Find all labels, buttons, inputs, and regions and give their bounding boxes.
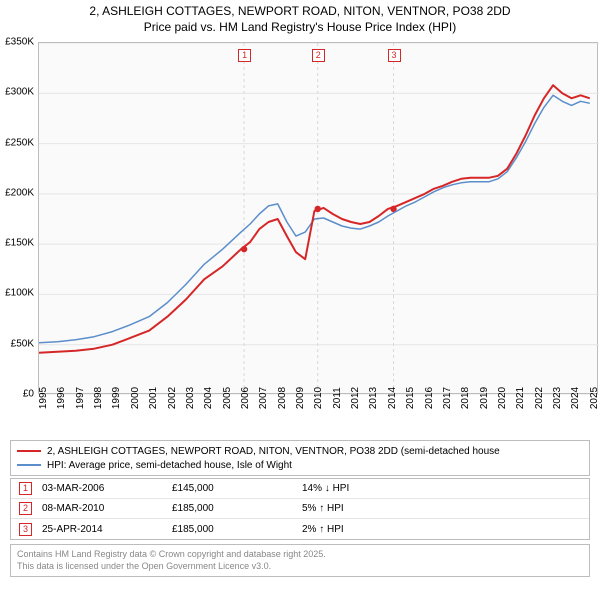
chart-plot-area: 1 2 3 [38, 42, 598, 394]
transaction-hpi-delta: 5% ↑ HPI [302, 503, 589, 514]
y-tick-label: £50K [11, 338, 34, 349]
x-tick-label: 2012 [350, 387, 361, 409]
legend-item: 2, ASHLEIGH COTTAGES, NEWPORT ROAD, NITO… [17, 444, 583, 458]
transaction-marker: 1 [19, 482, 32, 495]
x-tick-label: 2014 [387, 387, 398, 409]
x-tick-label: 2017 [442, 387, 453, 409]
chart-marker: 2 [312, 49, 325, 62]
legend-swatch [17, 464, 41, 466]
x-tick-label: 1995 [38, 387, 49, 409]
x-tick-label: 2015 [405, 387, 416, 409]
chart-marker: 1 [238, 49, 251, 62]
x-tick-label: 1996 [56, 387, 67, 409]
y-axis-labels: £0£50K£100K£150K£200K£250K£300K£350K [0, 42, 36, 394]
x-tick-label: 2009 [295, 387, 306, 409]
transaction-row: 3 25-APR-2014£185,0002% ↑ HPI [11, 519, 589, 539]
transaction-row: 1 03-MAR-2006£145,00014% ↓ HPI [11, 479, 589, 499]
x-tick-label: 2008 [277, 387, 288, 409]
x-tick-label: 2018 [460, 387, 471, 409]
y-tick-label: £300K [5, 87, 34, 98]
y-tick-label: £350K [5, 37, 34, 48]
transaction-price: £185,000 [172, 524, 302, 535]
x-tick-label: 2019 [479, 387, 490, 409]
x-axis-labels: 1995199619971998199920002001200220032004… [38, 396, 598, 444]
y-tick-label: £0 [23, 389, 34, 400]
chart-container: 2, ASHLEIGH COTTAGES, NEWPORT ROAD, NITO… [0, 0, 600, 590]
footnote-line-1: Contains HM Land Registry data © Crown c… [17, 549, 583, 561]
title-block: 2, ASHLEIGH COTTAGES, NEWPORT ROAD, NITO… [0, 0, 600, 37]
x-tick-label: 2011 [332, 387, 343, 409]
transaction-hpi-delta: 14% ↓ HPI [302, 483, 589, 494]
x-tick-label: 2025 [589, 387, 600, 409]
footnote-line-2: This data is licensed under the Open Gov… [17, 561, 583, 573]
legend-label: 2, ASHLEIGH COTTAGES, NEWPORT ROAD, NITO… [47, 446, 500, 457]
transaction-price: £145,000 [172, 483, 302, 494]
footnote-box: Contains HM Land Registry data © Crown c… [10, 544, 590, 577]
x-tick-label: 2000 [130, 387, 141, 409]
x-tick-label: 2022 [534, 387, 545, 409]
transaction-hpi-delta: 2% ↑ HPI [302, 524, 589, 535]
transaction-date: 25-APR-2014 [42, 524, 172, 535]
x-tick-label: 2010 [313, 387, 324, 409]
chart-svg [39, 43, 599, 395]
chart-marker: 3 [388, 49, 401, 62]
x-tick-label: 2021 [515, 387, 526, 409]
title-line-2: Price paid vs. HM Land Registry's House … [8, 20, 592, 36]
x-tick-label: 2020 [497, 387, 508, 409]
y-tick-label: £250K [5, 137, 34, 148]
transaction-marker: 2 [19, 502, 32, 515]
transaction-row: 2 08-MAR-2010£185,0005% ↑ HPI [11, 499, 589, 519]
title-line-1: 2, ASHLEIGH COTTAGES, NEWPORT ROAD, NITO… [8, 4, 592, 20]
x-tick-label: 2001 [148, 387, 159, 409]
y-tick-label: £200K [5, 187, 34, 198]
transaction-date: 03-MAR-2006 [42, 483, 172, 494]
transaction-price: £185,000 [172, 503, 302, 514]
x-tick-label: 2002 [167, 387, 178, 409]
x-tick-label: 2016 [424, 387, 435, 409]
legend-swatch [17, 450, 41, 452]
x-tick-label: 2006 [240, 387, 251, 409]
x-tick-label: 2007 [258, 387, 269, 409]
x-tick-label: 2013 [368, 387, 379, 409]
x-tick-label: 2005 [222, 387, 233, 409]
x-tick-label: 1998 [93, 387, 104, 409]
x-tick-label: 2003 [185, 387, 196, 409]
legend-item: HPI: Average price, semi-detached house,… [17, 458, 583, 472]
transactions-table: 1 03-MAR-2006£145,00014% ↓ HPI 2 08-MAR-201… [10, 478, 590, 540]
y-tick-label: £100K [5, 288, 34, 299]
transaction-marker: 3 [19, 523, 32, 536]
x-tick-label: 2023 [552, 387, 563, 409]
x-tick-label: 2004 [203, 387, 214, 409]
x-tick-label: 1999 [111, 387, 122, 409]
transaction-date: 08-MAR-2010 [42, 503, 172, 514]
legend-box: 2, ASHLEIGH COTTAGES, NEWPORT ROAD, NITO… [10, 440, 590, 476]
legend-label: HPI: Average price, semi-detached house,… [47, 460, 292, 471]
x-tick-label: 2024 [570, 387, 581, 409]
y-tick-label: £150K [5, 238, 34, 249]
x-tick-label: 1997 [75, 387, 86, 409]
